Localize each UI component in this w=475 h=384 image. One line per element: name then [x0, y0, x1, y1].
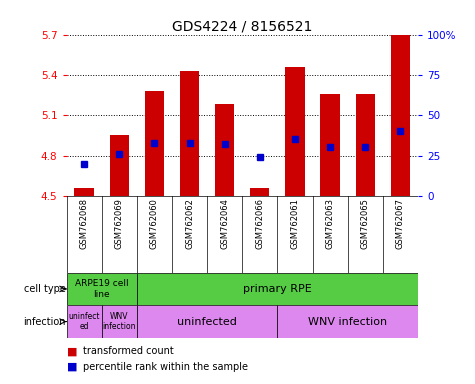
Text: ■: ■: [66, 362, 77, 372]
Text: GSM762063: GSM762063: [326, 198, 334, 249]
Text: GSM762069: GSM762069: [115, 198, 124, 249]
Bar: [321, 94, 340, 196]
Title: GDS4224 / 8156521: GDS4224 / 8156521: [172, 20, 313, 33]
Text: GSM762064: GSM762064: [220, 198, 229, 249]
Text: WNV infection: WNV infection: [308, 316, 387, 327]
Text: infection: infection: [23, 316, 66, 327]
Bar: [66, 273, 137, 305]
Bar: [75, 188, 94, 196]
Bar: [277, 305, 418, 338]
Text: primary RPE: primary RPE: [243, 284, 312, 294]
Text: uninfected: uninfected: [177, 316, 237, 327]
Bar: [137, 273, 418, 305]
Text: GSM762062: GSM762062: [185, 198, 194, 249]
Text: transformed count: transformed count: [83, 346, 174, 356]
Text: ARPE19 cell
line: ARPE19 cell line: [75, 279, 128, 299]
Bar: [66, 305, 102, 338]
Bar: [356, 94, 375, 196]
Bar: [145, 91, 164, 196]
Text: GSM762066: GSM762066: [256, 198, 264, 249]
Text: GSM762065: GSM762065: [361, 198, 370, 249]
Bar: [391, 35, 410, 196]
Bar: [285, 67, 304, 196]
Bar: [215, 104, 234, 196]
Text: ■: ■: [66, 346, 77, 356]
Bar: [102, 305, 137, 338]
Text: uninfect
ed: uninfect ed: [68, 312, 100, 331]
Bar: [180, 71, 199, 196]
Text: GSM762061: GSM762061: [291, 198, 299, 249]
Text: WNV
infection: WNV infection: [103, 312, 136, 331]
Text: GSM762068: GSM762068: [80, 198, 88, 249]
Text: cell type: cell type: [24, 284, 66, 294]
Bar: [137, 305, 277, 338]
Bar: [110, 136, 129, 196]
Text: GSM762067: GSM762067: [396, 198, 405, 249]
Bar: [250, 188, 269, 196]
Text: percentile rank within the sample: percentile rank within the sample: [83, 362, 248, 372]
Text: GSM762060: GSM762060: [150, 198, 159, 249]
